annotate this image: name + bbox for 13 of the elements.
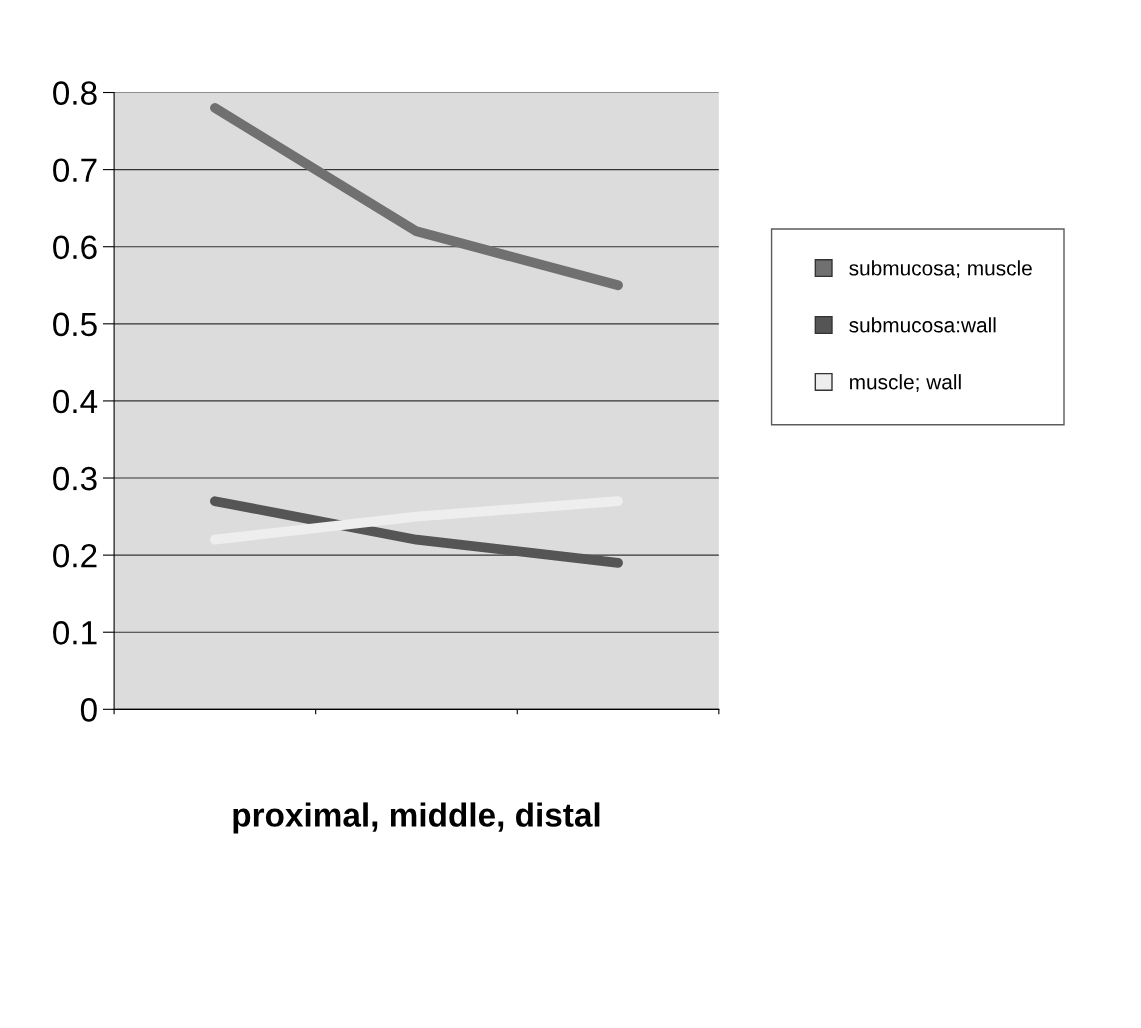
y-tick-label: 0 — [80, 698, 97, 722]
y-tick-label: 0.7 — [53, 158, 97, 183]
legend-label: muscle; wall — [850, 374, 961, 392]
y-tick-label: 0.2 — [53, 543, 97, 568]
y-tick-label: 0.3 — [53, 466, 97, 491]
y-tick-label: 0.8 — [53, 81, 97, 105]
x-axis-title: proximal, middle, distal — [233, 802, 600, 834]
legend-label: submucosa:wall — [849, 317, 996, 333]
y-tick-label: 0.5 — [53, 312, 97, 337]
y-tick-label: 0.4 — [53, 389, 98, 414]
y-tick-label: 0.1 — [53, 621, 97, 645]
y-tick-label: 0.6 — [53, 235, 97, 260]
legend-label: submucosa; muscle — [849, 260, 1032, 279]
